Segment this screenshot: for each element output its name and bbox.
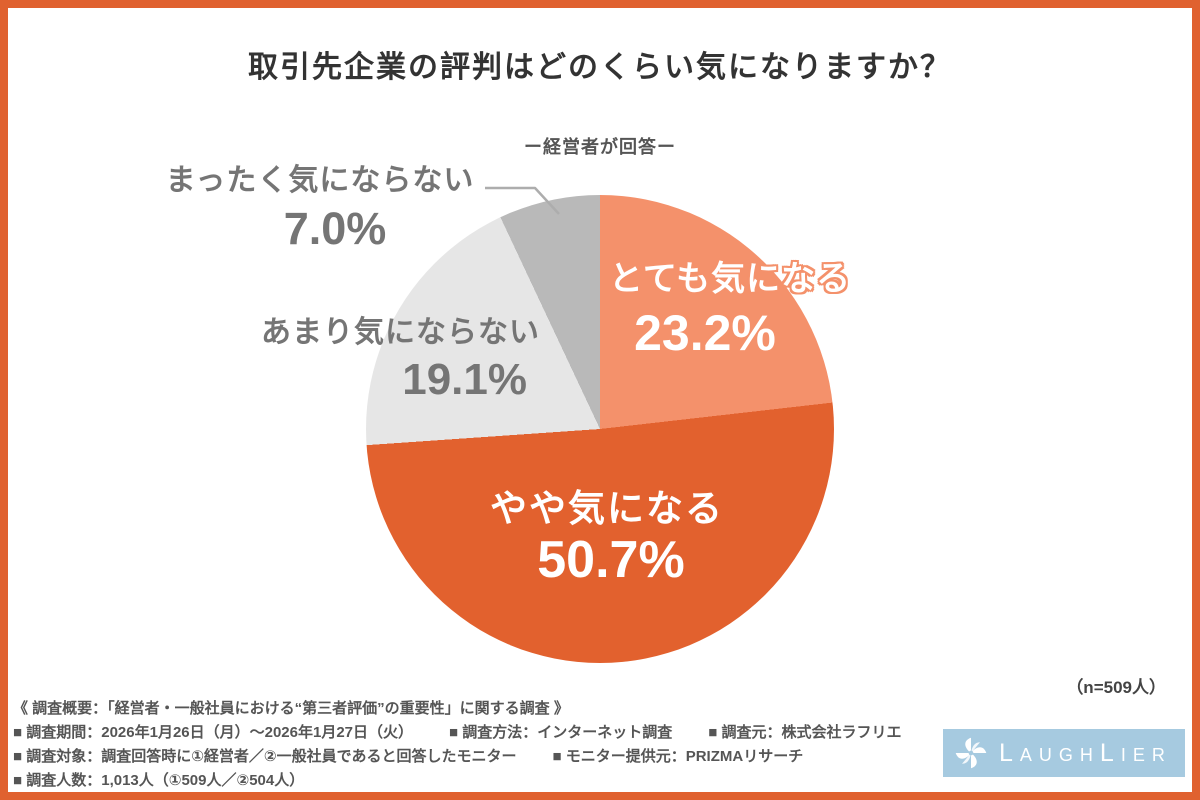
respondent-subtitle: ー経営者が回答ー: [524, 137, 676, 157]
slice-label-very-concerned: とても気になる: [608, 260, 852, 298]
slice-value-very-concerned: 23.2%: [634, 305, 776, 361]
sample-size-note: （n=509人）: [1066, 678, 1166, 697]
footer-line-3: ■ 調査人数：1,013人（①509人／②504人）: [13, 769, 902, 792]
footer-line-1: ■ 調査期間：2026年1月26日（月）〜2026年1月27日（火） ■ 調査方…: [13, 721, 902, 745]
page-title: 取引先企業の評判はどのくらい気になりますか？: [248, 51, 952, 84]
slice-value-somewhat-concerned: 50.7%: [537, 531, 685, 589]
slice-label-somewhat-concerned: やや気になる: [490, 488, 724, 529]
survey-target: ■ 調査対象：調査回答時に①経営者／②一般社員であると回答したモニター: [13, 748, 517, 765]
slice-label-not-at-all-concerned: まったく気にならない: [165, 164, 475, 197]
slice-value-not-at-all-concerned: 7.0%: [283, 203, 387, 254]
monitor-provider: ■ モニター提供元：PRIZMAリサーチ: [552, 748, 804, 765]
footer-line-2: ■ 調査対象：調査回答時に①経営者／②一般社員であると回答したモニター ■ モニ…: [13, 745, 902, 769]
company-logo: LaughLier: [943, 729, 1185, 777]
laughlier-logo-icon: [955, 737, 987, 769]
footer-overview-line: 《 調査概要：「経営者・一般社員における“第三者評価”の重要性」に関する調査 》: [13, 697, 902, 721]
slice-value-not-very-concerned: 19.1%: [402, 355, 527, 404]
slice-label-not-very-concerned: あまり気にならない: [261, 316, 540, 349]
leader-line: [485, 186, 560, 215]
survey-count: ■ 調査人数：1,013人（①509人／②504人）: [13, 772, 305, 789]
pie-chart: [366, 195, 834, 663]
survey-overview-text: 《 調査概要：「経営者・一般社員における“第三者評価”の重要性」に関する調査 》: [13, 700, 569, 717]
survey-method: ■ 調査方法：インターネット調査: [449, 724, 673, 741]
survey-source: ■ 調査元：株式会社ラフリエ: [708, 724, 902, 741]
logo-text: LaughLier: [999, 738, 1172, 767]
survey-footer: 《 調査概要：「経営者・一般社員における“第三者評価”の重要性」に関する調査 》…: [13, 697, 902, 792]
survey-period: ■ 調査期間：2026年1月26日（月）〜2026年1月27日（火）: [13, 724, 414, 741]
